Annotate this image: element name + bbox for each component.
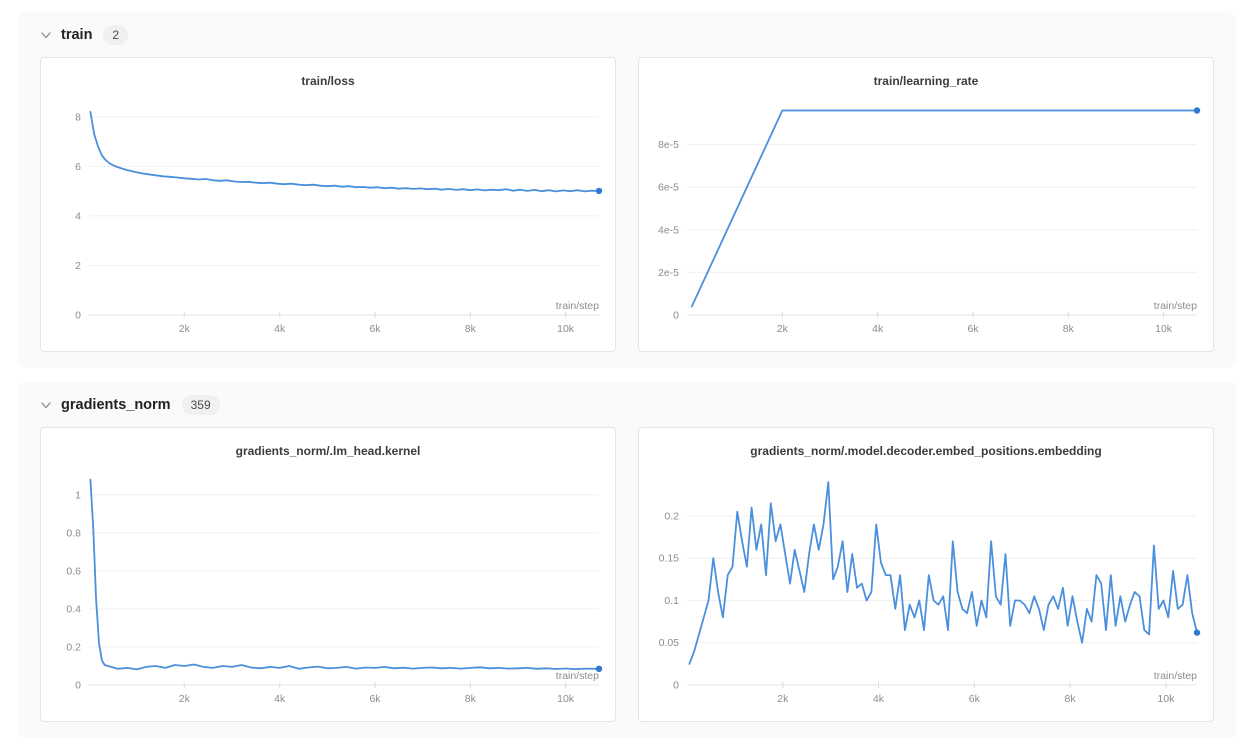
svg-text:train/step: train/step bbox=[556, 670, 599, 682]
chevron-down-icon[interactable] bbox=[40, 29, 52, 41]
svg-text:2e-5: 2e-5 bbox=[658, 267, 679, 279]
chart-title: gradients_norm/.model.decoder.embed_posi… bbox=[750, 444, 1102, 458]
line-chart[interactable]: 0 0.2 0.4 0.6 0.8 1 2k 4k 6k 8k 10k train/step bbox=[41, 460, 615, 721]
svg-text:6e-5: 6e-5 bbox=[658, 182, 679, 194]
chart-panel-train-learning-rate[interactable]: train/learning_rate 0 2e-5 4e-5 6e-5 8e-5 2k 4… bbox=[638, 57, 1214, 352]
svg-text:10k: 10k bbox=[1155, 323, 1173, 335]
svg-text:4k: 4k bbox=[274, 323, 286, 335]
svg-text:8k: 8k bbox=[1063, 323, 1075, 335]
chart-panel-train-loss[interactable]: train/loss 0 2 4 6 8 2k 4k 6k 8k 10k train/step bbox=[40, 57, 616, 352]
svg-text:0.8: 0.8 bbox=[66, 527, 81, 539]
svg-text:2k: 2k bbox=[777, 323, 789, 335]
line-chart[interactable]: 0 0.05 0.1 0.15 0.2 2k 4k 6k 8k 10k train/step bbox=[639, 460, 1213, 721]
svg-text:6k: 6k bbox=[369, 693, 381, 705]
svg-text:0.05: 0.05 bbox=[659, 637, 680, 649]
svg-text:6k: 6k bbox=[969, 693, 981, 705]
section-gradients-norm-header[interactable]: gradients_norm 359 bbox=[40, 392, 1214, 418]
svg-text:10k: 10k bbox=[557, 693, 575, 705]
svg-text:0.15: 0.15 bbox=[659, 553, 680, 565]
svg-text:4k: 4k bbox=[274, 693, 286, 705]
chart-panel-lm-head-kernel[interactable]: gradients_norm/.lm_head.kernel 0 0.2 0.4 0.… bbox=[40, 427, 616, 722]
svg-text:8k: 8k bbox=[465, 693, 477, 705]
svg-text:2k: 2k bbox=[179, 323, 191, 335]
chevron-down-icon[interactable] bbox=[40, 399, 52, 411]
svg-text:4k: 4k bbox=[872, 323, 884, 335]
svg-text:1: 1 bbox=[75, 489, 81, 501]
svg-text:8: 8 bbox=[75, 111, 81, 123]
svg-text:train/step: train/step bbox=[1154, 300, 1197, 312]
svg-text:6: 6 bbox=[75, 161, 81, 173]
svg-text:4e-5: 4e-5 bbox=[658, 224, 679, 236]
line-chart[interactable]: 0 2 4 6 8 2k 4k 6k 8k 10k train/step bbox=[41, 90, 615, 351]
line-chart[interactable]: 0 2e-5 4e-5 6e-5 8e-5 2k 4k 6k 8k 10k train/step bbox=[639, 90, 1213, 351]
chart-title: train/loss bbox=[301, 74, 355, 88]
panels-grid: gradients_norm/.lm_head.kernel 0 0.2 0.4 0.… bbox=[40, 427, 1214, 722]
chart-title: train/learning_rate bbox=[873, 74, 979, 88]
panels-grid: train/loss 0 2 4 6 8 2k 4k 6k 8k 10k train/step tr… bbox=[40, 57, 1214, 352]
panel-count-badge: 2 bbox=[103, 25, 129, 45]
chart-title: gradients_norm/.lm_head.kernel bbox=[235, 444, 421, 458]
svg-text:2k: 2k bbox=[179, 693, 191, 705]
svg-text:10k: 10k bbox=[557, 323, 575, 335]
svg-text:6k: 6k bbox=[967, 323, 979, 335]
svg-text:train/step: train/step bbox=[1154, 670, 1197, 682]
svg-text:10k: 10k bbox=[1157, 693, 1175, 705]
svg-text:train/step: train/step bbox=[556, 300, 599, 312]
section-title: gradients_norm bbox=[61, 397, 171, 413]
svg-text:6k: 6k bbox=[369, 323, 381, 335]
section-train-header[interactable]: train 2 bbox=[40, 22, 1214, 48]
svg-text:0: 0 bbox=[673, 310, 679, 322]
panel-count-badge: 359 bbox=[181, 395, 220, 415]
svg-text:4: 4 bbox=[75, 210, 81, 222]
svg-text:8k: 8k bbox=[465, 323, 477, 335]
svg-text:8k: 8k bbox=[1065, 693, 1077, 705]
section-train: train 2 train/loss 0 2 4 6 8 2k 4k 6k 8k 10k train… bbox=[18, 12, 1236, 368]
svg-text:0.6: 0.6 bbox=[66, 565, 81, 577]
svg-text:8e-5: 8e-5 bbox=[658, 139, 679, 151]
svg-text:0: 0 bbox=[75, 680, 81, 692]
svg-text:2k: 2k bbox=[777, 693, 789, 705]
section-title: train bbox=[61, 27, 93, 43]
section-gradients-norm: gradients_norm 359 gradients_norm/.lm_he… bbox=[18, 382, 1236, 738]
svg-text:2: 2 bbox=[75, 260, 81, 272]
chart-panel-embed-positions-embedding[interactable]: gradients_norm/.model.decoder.embed_posi… bbox=[638, 427, 1214, 722]
svg-text:0.1: 0.1 bbox=[664, 595, 679, 607]
svg-text:0: 0 bbox=[75, 310, 81, 322]
svg-text:0.2: 0.2 bbox=[664, 511, 679, 523]
svg-text:4k: 4k bbox=[873, 693, 885, 705]
svg-text:0.2: 0.2 bbox=[66, 642, 81, 654]
svg-text:0: 0 bbox=[673, 680, 679, 692]
svg-text:0.4: 0.4 bbox=[66, 603, 81, 615]
